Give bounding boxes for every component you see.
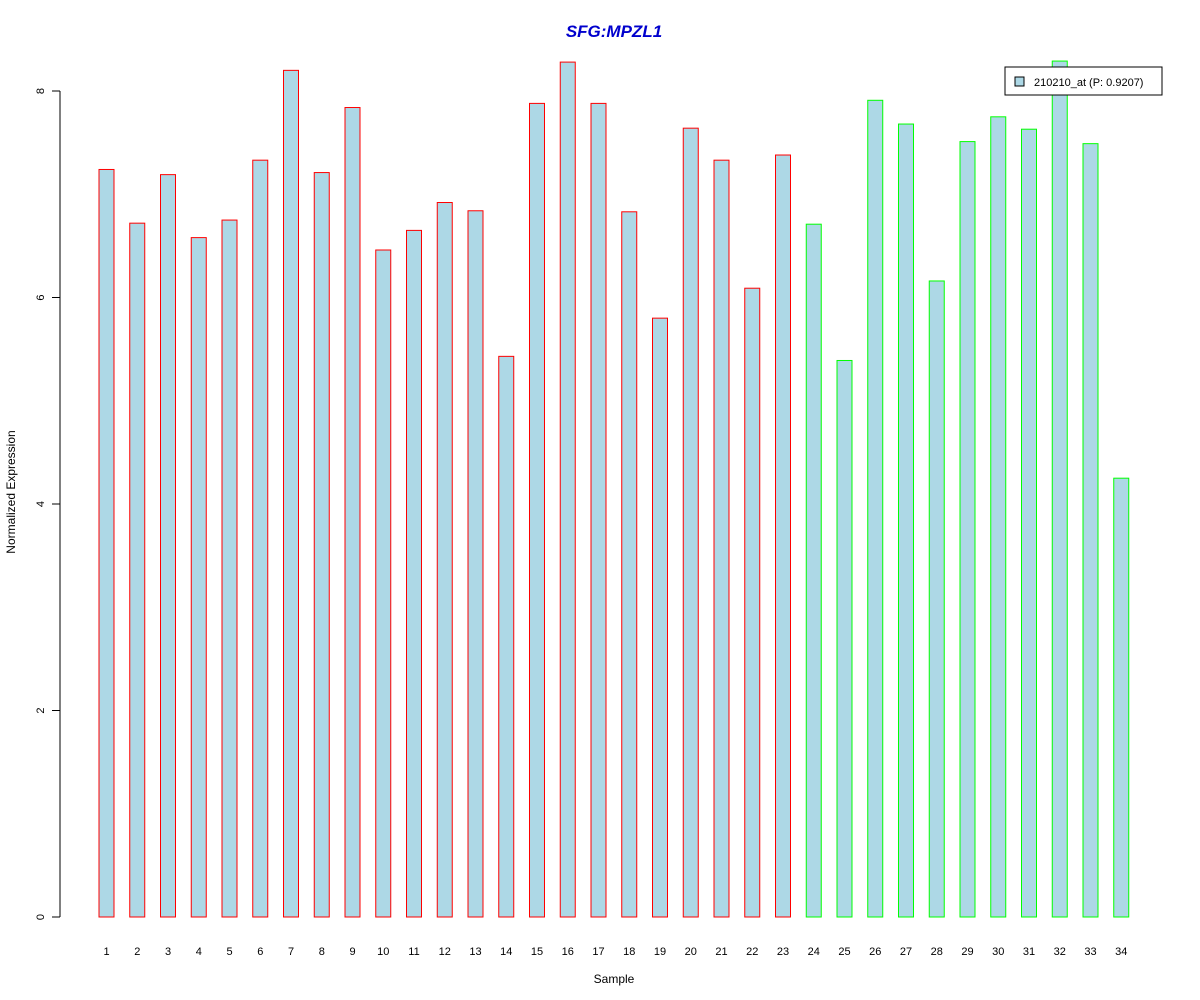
bar — [744, 287, 761, 918]
bar — [682, 127, 699, 918]
x-tick-label: 14 — [500, 946, 512, 958]
bar — [775, 154, 791, 918]
x-tick-label: 34 — [1115, 946, 1127, 958]
x-tick-label: 24 — [808, 946, 820, 958]
y-axis: 0 2 4 6 8 — [35, 88, 61, 920]
x-tick-label: 15 — [531, 946, 543, 958]
x-tick-label: 17 — [592, 946, 604, 958]
bar — [713, 159, 730, 918]
bar — [959, 141, 976, 918]
x-tick-label: 2 — [134, 946, 140, 958]
y-axis-label: Normalized Expression — [4, 430, 18, 553]
legend: 210210_at (P: 0.9207) — [1004, 66, 1163, 96]
x-tick-label: 29 — [961, 946, 973, 958]
x-tick-label: 8 — [319, 946, 325, 958]
x-tick-label: 7 — [288, 946, 294, 958]
x-axis-label: Sample — [594, 972, 635, 986]
x-tick-label: 25 — [838, 946, 850, 958]
y-tick-label: 4 — [35, 501, 47, 507]
x-tick-label: 6 — [257, 946, 263, 958]
bar — [928, 280, 945, 918]
bar — [1113, 477, 1130, 918]
bar — [590, 102, 607, 918]
x-tick-label: 28 — [931, 946, 943, 958]
x-tick-label: 31 — [1023, 946, 1035, 958]
bar — [898, 123, 914, 918]
bar — [344, 107, 361, 918]
x-tick-label: 33 — [1084, 946, 1096, 958]
legend-swatch — [1014, 76, 1025, 87]
x-tick-label: 27 — [900, 946, 912, 958]
bar — [836, 359, 853, 918]
bar — [436, 202, 453, 918]
x-tick-label: 19 — [654, 946, 666, 958]
x-tick-label: 10 — [377, 946, 389, 958]
bar — [1082, 143, 1099, 918]
legend-box — [1004, 66, 1163, 96]
x-tick-label: 30 — [992, 946, 1004, 958]
bars-group — [98, 60, 1130, 918]
bar — [990, 116, 1007, 918]
x-tick-label: 3 — [165, 946, 171, 958]
bar — [406, 229, 422, 918]
x-tick-label: 12 — [439, 946, 451, 958]
bar — [621, 211, 638, 918]
y-tick-label: 8 — [35, 88, 47, 94]
bar — [498, 355, 515, 918]
bar — [221, 219, 238, 918]
bar — [129, 222, 146, 918]
x-tick-label: 18 — [623, 946, 635, 958]
bar — [652, 317, 668, 918]
x-tick-label: 13 — [469, 946, 481, 958]
x-tick-label: 26 — [869, 946, 881, 958]
bar — [160, 174, 176, 918]
bar — [252, 159, 269, 918]
x-tick-label: 21 — [715, 946, 727, 958]
y-tick-label: 2 — [35, 707, 47, 713]
bar — [467, 210, 484, 918]
chart-title: SFG:MPZL1 — [566, 22, 662, 41]
bar — [98, 168, 115, 918]
bar — [375, 249, 392, 918]
x-tick-label: 32 — [1054, 946, 1066, 958]
bar — [190, 237, 207, 918]
x-tick-label: 9 — [349, 946, 355, 958]
bar — [1051, 60, 1068, 918]
x-tick-label: 23 — [777, 946, 789, 958]
x-tick-label: 22 — [746, 946, 758, 958]
bar — [1021, 128, 1037, 918]
y-tick-label: 6 — [35, 294, 47, 300]
x-tick-labels: 1 2 3 4 5 6 7 8 9 10 11 12 13 14 15 16 17 18 19 20 21 22 23 24 2… — [103, 946, 1127, 958]
legend-label: 210210_at (P: 0.9207) — [1034, 77, 1143, 89]
x-tick-label: 11 — [408, 946, 419, 958]
bar — [313, 172, 330, 918]
x-tick-label: 5 — [226, 946, 232, 958]
bar — [559, 61, 576, 918]
y-tick-label: 0 — [35, 914, 47, 920]
bar — [867, 99, 884, 918]
bar — [529, 102, 545, 918]
bar — [805, 223, 822, 918]
x-tick-label: 1 — [103, 946, 109, 958]
x-tick-label: 16 — [562, 946, 574, 958]
bar — [283, 69, 299, 918]
x-tick-label: 4 — [196, 946, 202, 958]
x-tick-label: 20 — [685, 946, 697, 958]
